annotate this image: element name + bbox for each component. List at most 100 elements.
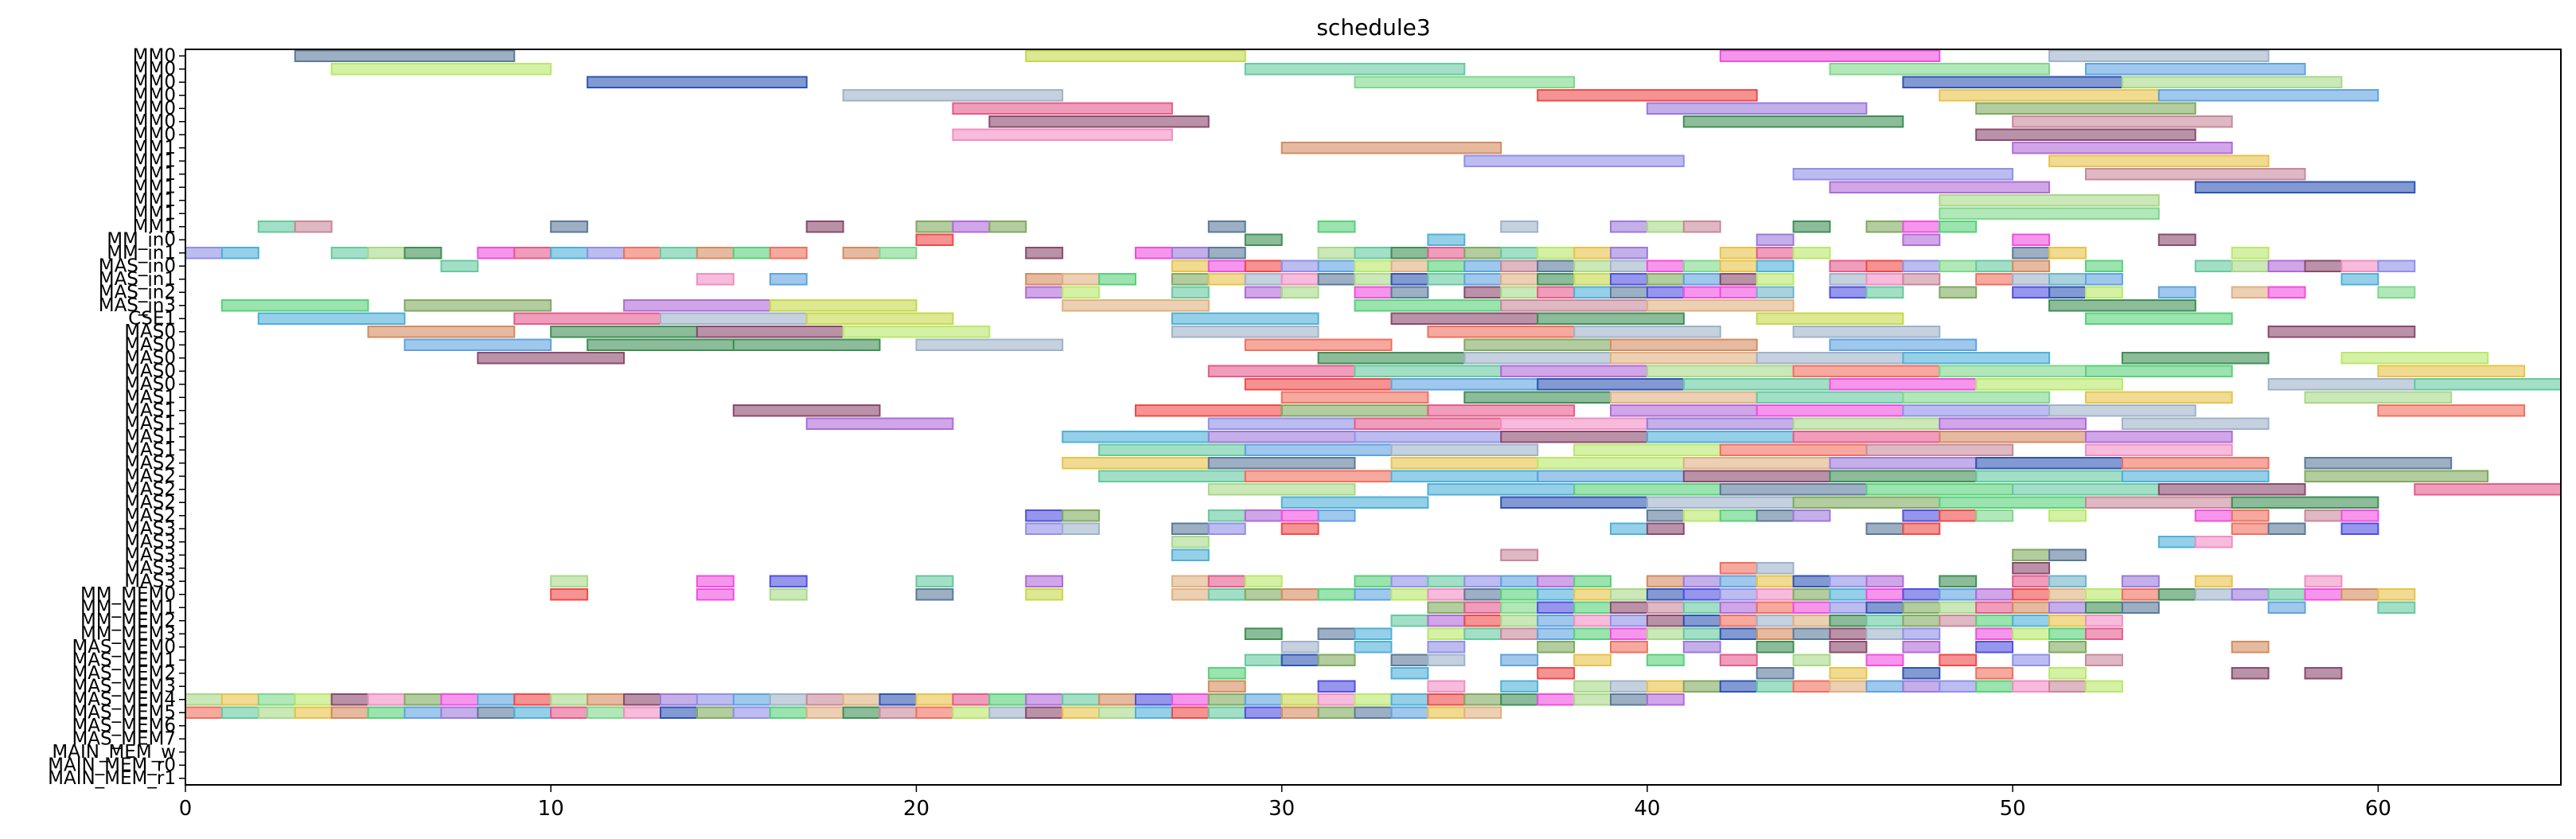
task-bar xyxy=(2267,378,2416,391)
task-bar xyxy=(732,338,881,351)
task-bar xyxy=(1537,260,1576,272)
task-bar xyxy=(2048,575,2087,587)
y-tick-label: MAIN_MEM_r1 xyxy=(48,768,176,789)
task-bar xyxy=(1062,509,1101,522)
y-tick-label: MAS0 xyxy=(124,374,176,395)
task-bar xyxy=(1354,431,1502,443)
y-tick-label: MAS2 xyxy=(124,505,176,526)
task-bar xyxy=(1939,431,2087,443)
task-bar xyxy=(1902,76,2123,88)
task-bar xyxy=(2340,260,2379,272)
task-bar xyxy=(1244,286,1283,299)
task-bar xyxy=(952,706,991,719)
task-bar xyxy=(915,693,954,706)
task-bar xyxy=(1463,338,1612,351)
task-bar xyxy=(1902,273,1941,286)
task-bar xyxy=(2304,391,2453,404)
y-tick-label: MM0 xyxy=(133,85,176,106)
task-bar xyxy=(257,312,406,325)
task-bar xyxy=(1573,615,1611,627)
task-bar xyxy=(220,299,369,312)
task-bar xyxy=(513,312,661,325)
task-bar xyxy=(2304,588,2343,601)
task-bar xyxy=(660,693,698,706)
task-bar xyxy=(1610,601,1648,614)
task-bar xyxy=(1500,273,1539,286)
task-bar xyxy=(185,247,223,260)
task-bar xyxy=(1427,273,1466,286)
task-bar xyxy=(1171,706,1210,719)
task-bar xyxy=(330,63,552,76)
task-bar xyxy=(2085,615,2123,627)
plot-frame xyxy=(185,49,2562,786)
task-bar xyxy=(1865,575,1904,587)
task-bar xyxy=(1975,680,2014,693)
task-bar xyxy=(1171,326,1319,338)
task-bar xyxy=(1354,286,1393,299)
task-bar xyxy=(805,693,844,706)
task-bar xyxy=(513,693,552,706)
task-bar xyxy=(1390,443,1539,456)
task-bar xyxy=(403,338,552,351)
task-bar xyxy=(1756,391,1904,404)
task-bar xyxy=(1610,680,1648,693)
task-bar xyxy=(1354,588,1393,601)
task-bar xyxy=(1646,417,1795,430)
task-bar xyxy=(1902,260,1941,272)
task-bar xyxy=(2377,286,2416,299)
task-bar xyxy=(1902,615,1941,627)
task-bar xyxy=(1500,496,1648,509)
y-tick-label: MM_MEM3 xyxy=(80,623,176,644)
task-bar xyxy=(1317,509,1356,522)
task-bar xyxy=(1537,575,1576,587)
task-bar xyxy=(623,299,771,312)
task-bar xyxy=(477,706,516,719)
task-bar xyxy=(1682,115,1904,128)
task-bar xyxy=(1939,601,1978,614)
task-bar xyxy=(513,247,552,260)
task-bar xyxy=(2231,522,2270,535)
task-bar xyxy=(1975,601,2014,614)
task-bar xyxy=(696,588,735,601)
task-bar xyxy=(1573,575,1611,587)
task-bar xyxy=(1317,220,1356,233)
task-bar xyxy=(2194,588,2233,601)
task-bar xyxy=(330,693,369,706)
task-bar xyxy=(1354,247,1393,260)
task-bar xyxy=(1280,142,1502,154)
task-bar xyxy=(550,693,589,706)
task-bar xyxy=(696,706,735,719)
task-bar xyxy=(732,404,881,417)
task-bar xyxy=(1463,627,1502,640)
task-bar xyxy=(2085,431,2233,443)
task-bar xyxy=(550,220,589,233)
task-bar xyxy=(842,89,1064,102)
task-bar xyxy=(1354,417,1502,430)
y-tick-label: MM1 xyxy=(133,203,176,224)
task-bar xyxy=(1244,233,1283,246)
task-bar xyxy=(1354,299,1502,312)
x-tick-label: 20 xyxy=(903,797,929,821)
task-bar xyxy=(1792,220,1831,233)
task-bar xyxy=(367,693,406,706)
task-bar xyxy=(1792,509,1831,522)
task-bar xyxy=(952,102,1173,115)
task-bar xyxy=(1829,260,1868,272)
task-bar xyxy=(1902,641,1941,654)
y-tick-label: MAS1 xyxy=(124,400,176,421)
task-bar xyxy=(1865,260,1904,272)
task-bar xyxy=(1025,706,1064,719)
task-bar xyxy=(1354,641,1393,654)
task-bar xyxy=(1135,693,1173,706)
task-bar xyxy=(2085,443,2233,456)
task-bar xyxy=(1939,615,1978,627)
task-bar xyxy=(1792,417,1941,430)
task-bar xyxy=(1427,233,1466,246)
task-bar xyxy=(1500,220,1539,233)
y-tick-label: MAS1 xyxy=(124,413,176,434)
task-bar xyxy=(1244,509,1283,522)
task-bar xyxy=(1939,365,2087,377)
task-bar xyxy=(1792,601,1831,614)
task-bar xyxy=(1865,627,1904,640)
task-bar xyxy=(2048,154,2270,167)
